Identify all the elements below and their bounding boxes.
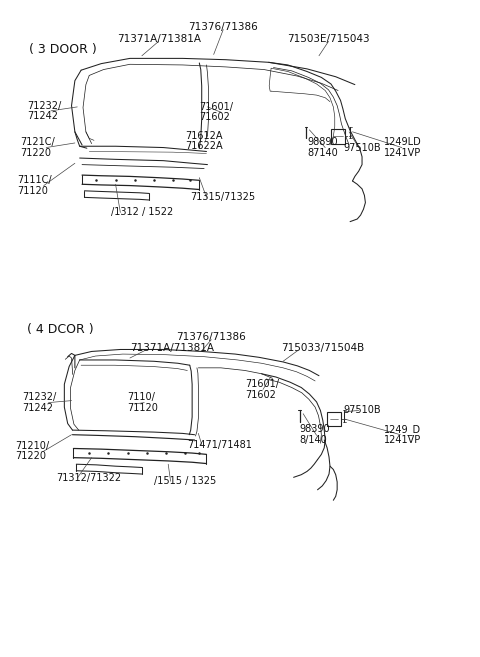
Text: 71601/: 71601/: [245, 379, 279, 389]
Text: 98390: 98390: [300, 424, 330, 434]
Text: 715033/71504B: 715033/71504B: [281, 343, 364, 353]
Text: 71503E/715043: 71503E/715043: [287, 34, 370, 44]
Text: 71376/71386: 71376/71386: [188, 22, 258, 32]
Text: 1241VP: 1241VP: [384, 435, 421, 445]
Text: 71376/71386: 71376/71386: [177, 332, 246, 342]
Text: 7111C/: 7111C/: [17, 175, 52, 185]
Text: 71371A/71381A: 71371A/71381A: [117, 34, 201, 44]
Text: 97510B: 97510B: [343, 405, 381, 415]
Text: 8/140: 8/140: [300, 435, 327, 445]
Text: 71601/: 71601/: [199, 102, 233, 112]
Text: 7110/: 7110/: [128, 392, 156, 402]
Text: /1312 / 1522: /1312 / 1522: [111, 208, 173, 217]
Text: 71220: 71220: [20, 148, 51, 158]
Text: 97510B: 97510B: [343, 143, 381, 152]
Text: 71232/: 71232/: [22, 392, 57, 402]
Text: 71120: 71120: [128, 403, 158, 413]
Text: 71210/: 71210/: [15, 441, 49, 451]
Text: 71315/71325: 71315/71325: [190, 193, 255, 202]
Text: 71612A: 71612A: [185, 131, 222, 141]
Text: 71622A: 71622A: [185, 141, 223, 151]
Text: 71242: 71242: [22, 403, 53, 413]
Text: 7121C/: 7121C/: [20, 137, 55, 147]
Bar: [327, 413, 340, 426]
Text: ( 4 DCOR ): ( 4 DCOR ): [27, 323, 94, 336]
Text: 71242: 71242: [27, 111, 58, 121]
Text: 71471/71481: 71471/71481: [187, 440, 252, 449]
Text: /1515 / 1325: /1515 / 1325: [154, 476, 216, 486]
Text: 71602: 71602: [199, 112, 230, 122]
Text: 71220: 71220: [15, 451, 46, 461]
Text: 87140: 87140: [307, 148, 338, 158]
Text: 71602: 71602: [245, 390, 276, 399]
Text: ( 3 DOOR ): ( 3 DOOR ): [29, 43, 97, 57]
Text: 98890: 98890: [307, 137, 337, 147]
Text: 71232/: 71232/: [27, 101, 61, 110]
Text: 1249_D: 1249_D: [384, 424, 420, 435]
Text: 71312/71322: 71312/71322: [56, 473, 121, 483]
Text: 1241VP: 1241VP: [384, 148, 421, 158]
Bar: [331, 129, 345, 144]
Text: 71371A/71381A: 71371A/71381A: [130, 343, 214, 353]
Text: 71120: 71120: [17, 186, 48, 196]
Text: 1249LD: 1249LD: [384, 137, 421, 147]
